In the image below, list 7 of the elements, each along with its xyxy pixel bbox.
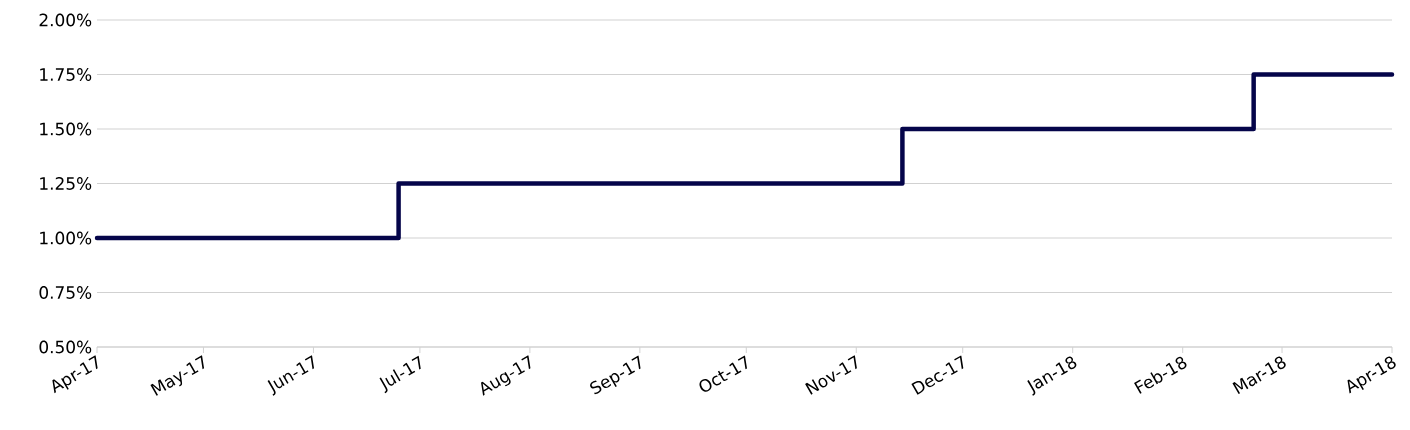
y-tick-label: 0.50% bbox=[39, 340, 92, 354]
y-tick-label: 2.00% bbox=[39, 13, 92, 27]
y-tick-label: 1.25% bbox=[40, 177, 92, 190]
y-tick-label: 1.75% bbox=[40, 68, 92, 81]
y-tick-label: 0.75% bbox=[39, 286, 92, 299]
y-tick-label: 1.00% bbox=[40, 231, 92, 245]
y-tick-label: 1.50% bbox=[40, 122, 92, 136]
